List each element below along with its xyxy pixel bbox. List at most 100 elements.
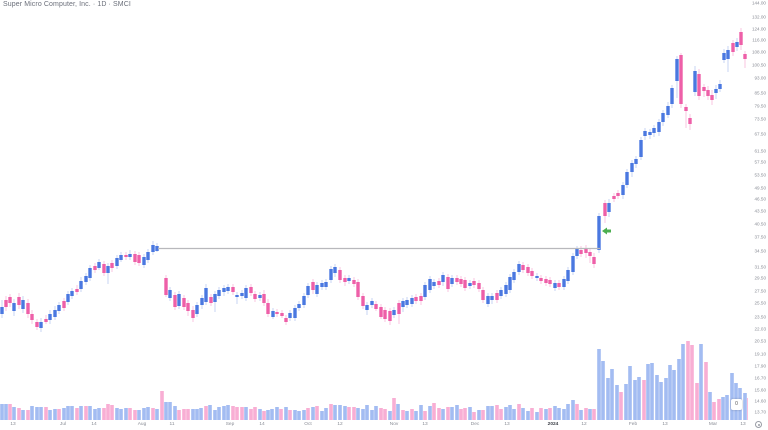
volume-bar [450, 407, 454, 420]
volume-bar [659, 382, 663, 420]
volume-bar [486, 406, 490, 420]
candle [191, 310, 195, 318]
candle [102, 264, 106, 273]
volume-bar [650, 363, 654, 420]
volume-bar [315, 406, 319, 420]
volume-bar [168, 402, 172, 420]
volume-bar [106, 404, 110, 420]
candle [124, 255, 128, 257]
candle [706, 90, 710, 96]
candle [271, 311, 275, 317]
candle [504, 285, 508, 294]
price-axis-label: 73.50 [754, 116, 767, 122]
volume-bar [686, 341, 690, 420]
volume-bar [628, 366, 632, 420]
candle [648, 132, 652, 135]
candle [495, 293, 499, 300]
volume-bar [535, 412, 539, 420]
price-axis-label: 61.50 [754, 148, 767, 154]
volume-bar [119, 409, 123, 420]
candle [477, 283, 481, 289]
candle [383, 310, 387, 319]
price-axis[interactable]: 144.00 132.00 124.00 116.00 108.00 100.50 93.0… [748, 0, 768, 430]
price-axis-label: 23.50 [754, 314, 767, 320]
price-axis-label: 144.00 [751, 0, 766, 6]
candle [612, 196, 616, 199]
price-axis-label: 27.50 [754, 288, 767, 294]
price-axis-label: 17.90 [754, 363, 767, 369]
volume-bar [320, 411, 324, 420]
price-chart[interactable] [0, 0, 748, 420]
volume-bar [624, 384, 628, 420]
volume-bar [562, 409, 566, 420]
candle [213, 294, 217, 302]
candle [666, 106, 670, 115]
candle [401, 301, 405, 307]
settings-gear-icon[interactable] [755, 421, 762, 428]
volume-bar [258, 409, 262, 420]
candle [97, 262, 101, 268]
candle [226, 287, 230, 291]
candle [128, 254, 132, 257]
price-axis-label: 43.50 [754, 208, 767, 214]
price-axis-label: 15.60 [754, 387, 767, 393]
candle [726, 50, 730, 59]
volume-bar [584, 408, 588, 420]
price-axis-label: 108.00 [751, 49, 766, 55]
time-axis-label: 13 [504, 422, 510, 427]
candle [352, 280, 356, 284]
volume-bar [270, 409, 274, 420]
candle [584, 249, 588, 253]
volume-bar [199, 408, 203, 420]
candle [115, 258, 119, 266]
volume-bar [244, 407, 248, 420]
candle [57, 305, 61, 311]
candle [17, 297, 21, 305]
volume-bar [468, 407, 472, 420]
volume-bar [88, 406, 92, 420]
price-axis-label: 67.50 [754, 131, 767, 137]
candle [592, 257, 596, 264]
candle [544, 279, 548, 283]
candle [714, 89, 718, 93]
candle [731, 43, 735, 52]
candle [419, 296, 423, 301]
volume-bar [672, 370, 676, 420]
volume-bar [4, 404, 8, 420]
candle [324, 282, 328, 287]
price-axis-label: 116.00 [752, 37, 766, 43]
candle [468, 283, 472, 286]
volume-bar [664, 378, 668, 420]
candle [262, 294, 266, 303]
candle [204, 288, 208, 302]
volume-bar [347, 407, 351, 420]
candle [195, 305, 199, 314]
candle [423, 285, 427, 297]
volume-bar [499, 409, 503, 420]
candle [702, 87, 706, 91]
volume-bar [62, 408, 66, 420]
candle [343, 278, 347, 282]
visibility-toggle-button[interactable]: 0 [731, 399, 742, 410]
candle [530, 271, 534, 276]
volume-bar [383, 409, 387, 420]
volume-bar [142, 408, 146, 420]
volume-bar [284, 407, 288, 420]
time-axis-label: 12 [581, 422, 587, 427]
volume-bar [21, 410, 25, 420]
candle [356, 282, 360, 297]
price-axis-label: 13.70 [754, 409, 767, 415]
volume-bar [646, 364, 650, 420]
volume-bar [459, 409, 463, 420]
volume-bar [526, 411, 530, 420]
volume-bar [419, 405, 423, 420]
price-axis-label: 132.00 [751, 14, 766, 20]
price-axis-label: 29.50 [754, 275, 767, 281]
volume-bar [396, 404, 400, 420]
price-axis-label: 16.70 [754, 375, 767, 381]
candle [428, 279, 432, 290]
volume-bar [712, 402, 716, 420]
volume-bar [182, 409, 186, 420]
price-axis-label: 49.50 [754, 185, 767, 191]
time-axis-label: Aug [137, 422, 147, 427]
